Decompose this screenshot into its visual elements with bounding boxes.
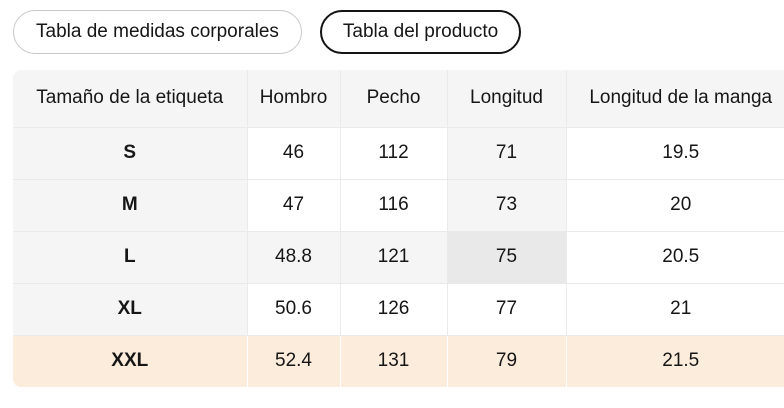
value-cell: 75	[447, 231, 567, 284]
value-cell: 52.4	[247, 335, 341, 387]
size-label-cell: XL	[13, 283, 248, 336]
table-row: XXL 52.4 131 79 21.5	[13, 335, 784, 387]
header-cell: Tamaño de la etiqueta	[13, 70, 248, 128]
value-cell: 21.5	[566, 335, 784, 387]
value-cell: 50.6	[247, 283, 341, 336]
size-label-cell: S	[13, 127, 248, 180]
size-table: Tamaño de la etiqueta Hombro Pecho Longitud…	[13, 70, 784, 387]
value-cell: 121	[340, 231, 448, 284]
table-row: L 48.8 121 75 20.5	[13, 231, 784, 284]
tab-product-measurements[interactable]: Tabla del producto	[319, 10, 522, 54]
tab-body-measurements[interactable]: Tabla de medidas corporales	[13, 10, 302, 54]
table-row: S 46 112 71 19.5	[13, 127, 784, 180]
value-cell: 20.5	[566, 231, 784, 284]
value-cell: 71	[447, 127, 567, 180]
table-row: M 47 116 73 20	[13, 179, 784, 232]
header-cell: Hombro	[247, 70, 341, 128]
value-cell: 73	[447, 179, 567, 232]
value-cell: 47	[247, 179, 341, 232]
table-body: S 46 112 71 19.5 M 47 116 73 20 L 48.8 121 75 20.5 XL 50…	[13, 127, 784, 387]
table-row: XL 50.6 126 77 21	[13, 283, 784, 336]
size-label-cell: XXL	[13, 335, 248, 387]
value-cell: 131	[340, 335, 448, 387]
size-label-cell: L	[13, 231, 248, 284]
chart-tabs: Tabla de medidas corporales Tabla del pr…	[13, 10, 522, 54]
value-cell: 116	[340, 179, 448, 232]
value-cell: 20	[566, 179, 784, 232]
header-cell: Longitud de la manga	[566, 70, 784, 128]
value-cell: 126	[340, 283, 448, 336]
size-table-container: Tamaño de la etiqueta Hombro Pecho Longitud…	[13, 70, 784, 387]
value-cell: 19.5	[566, 127, 784, 180]
value-cell: 48.8	[247, 231, 341, 284]
value-cell: 112	[340, 127, 448, 180]
header-cell: Pecho	[340, 70, 448, 128]
size-label-cell: M	[13, 179, 248, 232]
value-cell: 46	[247, 127, 341, 180]
value-cell: 77	[447, 283, 567, 336]
table-header-row: Tamaño de la etiqueta Hombro Pecho Longitud…	[13, 70, 784, 128]
value-cell: 79	[447, 335, 567, 387]
header-cell: Longitud	[447, 70, 567, 128]
value-cell: 21	[566, 283, 784, 336]
